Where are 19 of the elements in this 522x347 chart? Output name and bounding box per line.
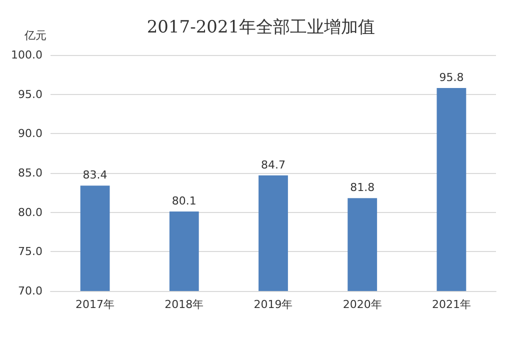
y-tick-label: 90.0 (18, 127, 42, 140)
y-tick-label: 95.0 (18, 88, 42, 101)
data-label: 84.7 (260, 158, 286, 172)
x-tick-label: 2018年 (164, 298, 204, 311)
data-label: 83.4 (82, 168, 108, 182)
x-tick-label: 2017年 (76, 298, 115, 311)
y-tick-label: 100.0 (10, 48, 42, 62)
x-tick-label: 2019年 (254, 298, 293, 311)
y-axis-title: 亿元 (23, 29, 46, 42)
chart-title: 2017-2021年全部工业增加值 (146, 18, 376, 38)
data-label: 81.8 (350, 181, 375, 194)
x-tick-label: 2020年 (342, 298, 382, 311)
y-tick-label: 70.0 (18, 284, 42, 298)
data-label: 80.1 (172, 194, 196, 208)
data-label: 95.8 (439, 71, 464, 84)
x-tick-label: 2021年 (432, 298, 471, 311)
y-tick-label: 80.0 (18, 206, 42, 219)
y-tick-label: 75.0 (18, 245, 42, 258)
y-tick-label: 85.0 (18, 166, 42, 180)
